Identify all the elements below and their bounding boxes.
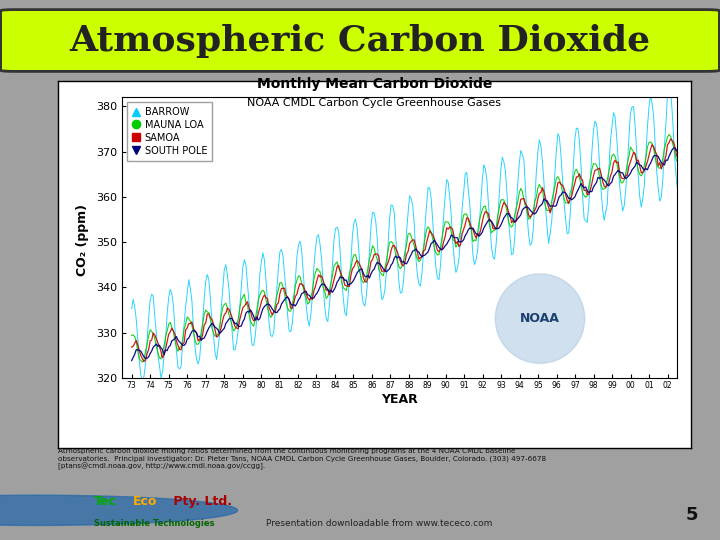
Text: Atmospheric carbon dioxide mixing ratios determined from the continuous monitori: Atmospheric carbon dioxide mixing ratios… (58, 448, 546, 470)
Text: NOAA CMDL Carbon Cycle Greenhouse Gases: NOAA CMDL Carbon Cycle Greenhouse Gases (248, 98, 501, 108)
Text: Eco: Eco (133, 495, 158, 508)
Text: Atmospheric Carbon Dioxide: Atmospheric Carbon Dioxide (69, 24, 651, 57)
Circle shape (0, 495, 238, 525)
FancyBboxPatch shape (1, 10, 719, 71)
Legend: BARROW, MAUNA LOA, SAMOA, SOUTH POLE: BARROW, MAUNA LOA, SAMOA, SOUTH POLE (127, 102, 212, 160)
Text: Pty. Ltd.: Pty. Ltd. (169, 495, 232, 508)
X-axis label: YEAR: YEAR (381, 393, 418, 406)
Text: Tec: Tec (94, 495, 117, 508)
Circle shape (495, 274, 585, 363)
Text: 5: 5 (686, 506, 698, 524)
Text: Monthly Mean Carbon Dioxide: Monthly Mean Carbon Dioxide (257, 77, 492, 91)
Text: CO₂ (ppm): CO₂ (ppm) (76, 204, 89, 276)
Text: NOAA: NOAA (520, 312, 560, 325)
Text: Presentation downloadable from www.tececo.com: Presentation downloadable from www.tecec… (266, 519, 492, 528)
Text: Sustainable Technologies: Sustainable Technologies (94, 519, 214, 528)
